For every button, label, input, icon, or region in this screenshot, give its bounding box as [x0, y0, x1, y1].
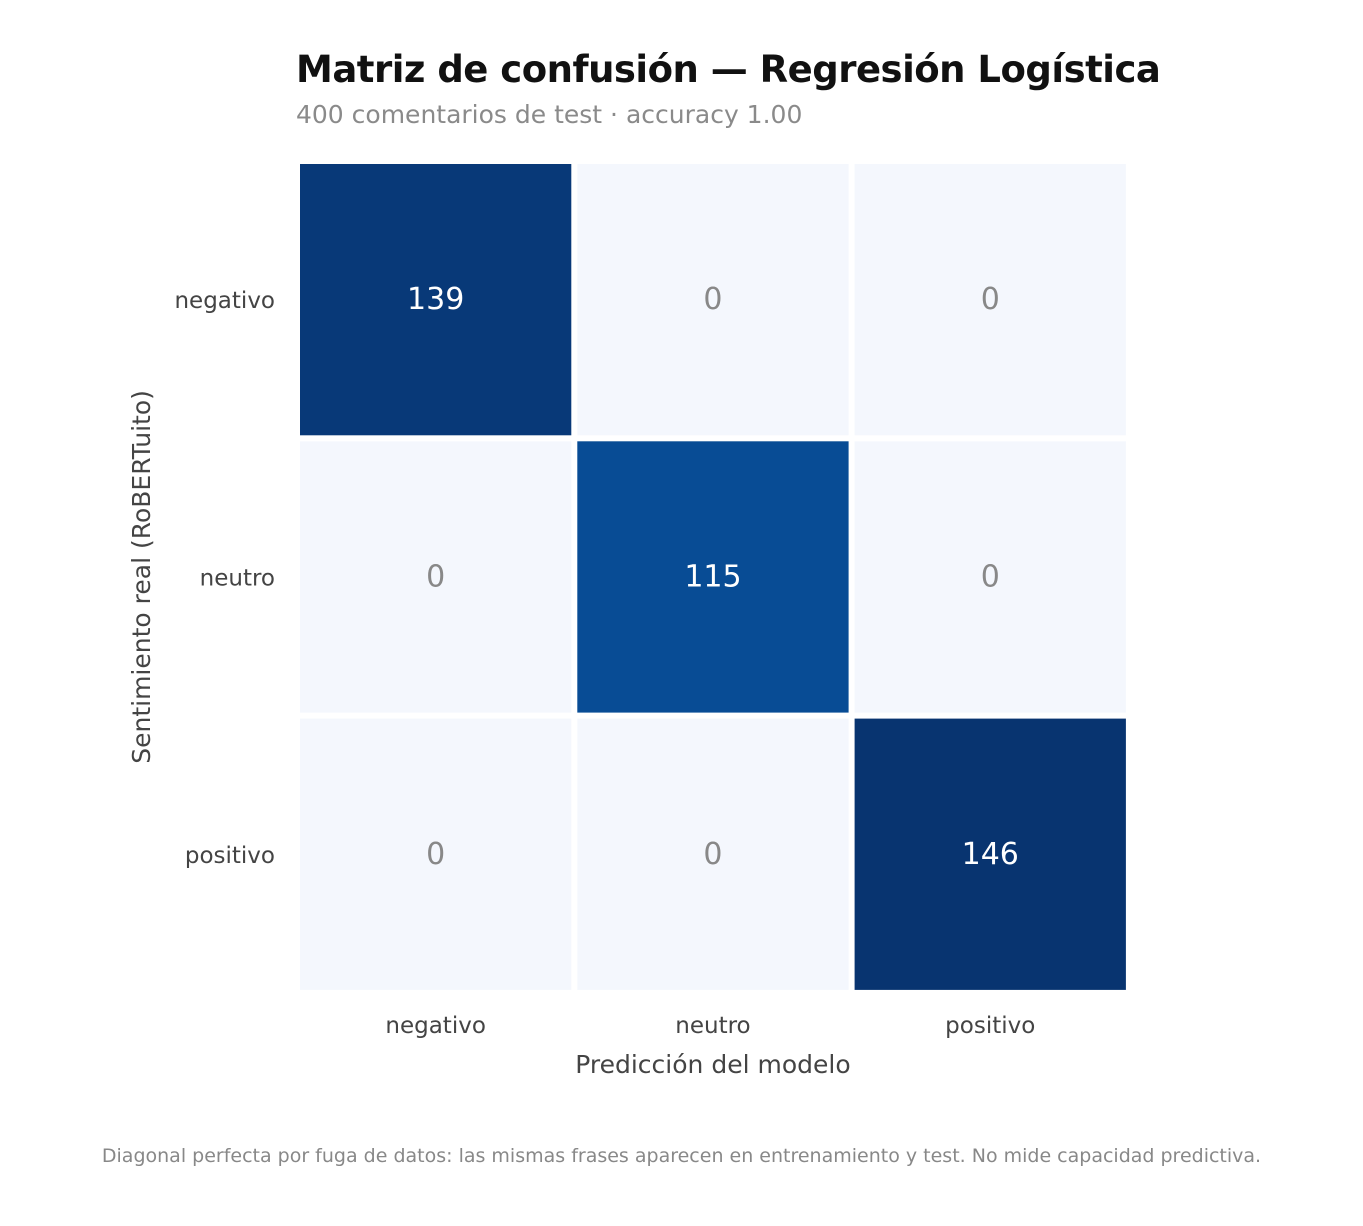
cell-value-label: 0: [426, 837, 445, 872]
cell-value-label: 0: [703, 837, 722, 872]
y-tick-label: neutro: [200, 565, 275, 591]
cell-value-label: 0: [426, 559, 445, 594]
cell-value-label: 139: [407, 282, 464, 317]
x-axis-label: Predicción del modelo: [575, 1050, 850, 1079]
heatmap-cell: [300, 441, 572, 713]
y-tick-label: negativo: [174, 288, 275, 314]
heatmap-cell: [577, 441, 849, 713]
heatmap-cell: [577, 718, 849, 990]
heatmap-cell: [300, 718, 572, 990]
cell-value-label: 0: [703, 282, 722, 317]
heatmap-cell: [854, 718, 1126, 990]
x-tick-label: negativo: [385, 1013, 486, 1039]
heatmap-cell: [854, 441, 1126, 713]
x-tick-label: positivo: [945, 1013, 1035, 1039]
cell-value-label: 115: [684, 559, 741, 594]
cell-value-label: 146: [962, 837, 1019, 872]
cell-value-label: 0: [981, 282, 1000, 317]
chart-subtitle: 400 comentarios de test · accuracy 1.00: [296, 100, 803, 129]
chart-title: Matriz de confusión — Regresión Logístic…: [296, 48, 1161, 91]
y-axis-label: Sentimiento real (RoBERTuito): [127, 390, 156, 764]
heatmap-labels: 139 0 0 0 115 0 0 0 146 negativo neutro positivo neg…: [127, 282, 1035, 1079]
heatmap-cell: [300, 164, 572, 436]
heatmap-cell: [577, 164, 849, 436]
heatmap-cell: [854, 164, 1126, 436]
x-tick-label: neutro: [675, 1013, 750, 1039]
y-tick-label: positivo: [185, 843, 275, 869]
cell-value-label: 0: [981, 559, 1000, 594]
chart-footnote: Diagonal perfecta por fuga de datos: las…: [101, 1145, 1262, 1167]
heatmap-cells: [300, 164, 1126, 990]
